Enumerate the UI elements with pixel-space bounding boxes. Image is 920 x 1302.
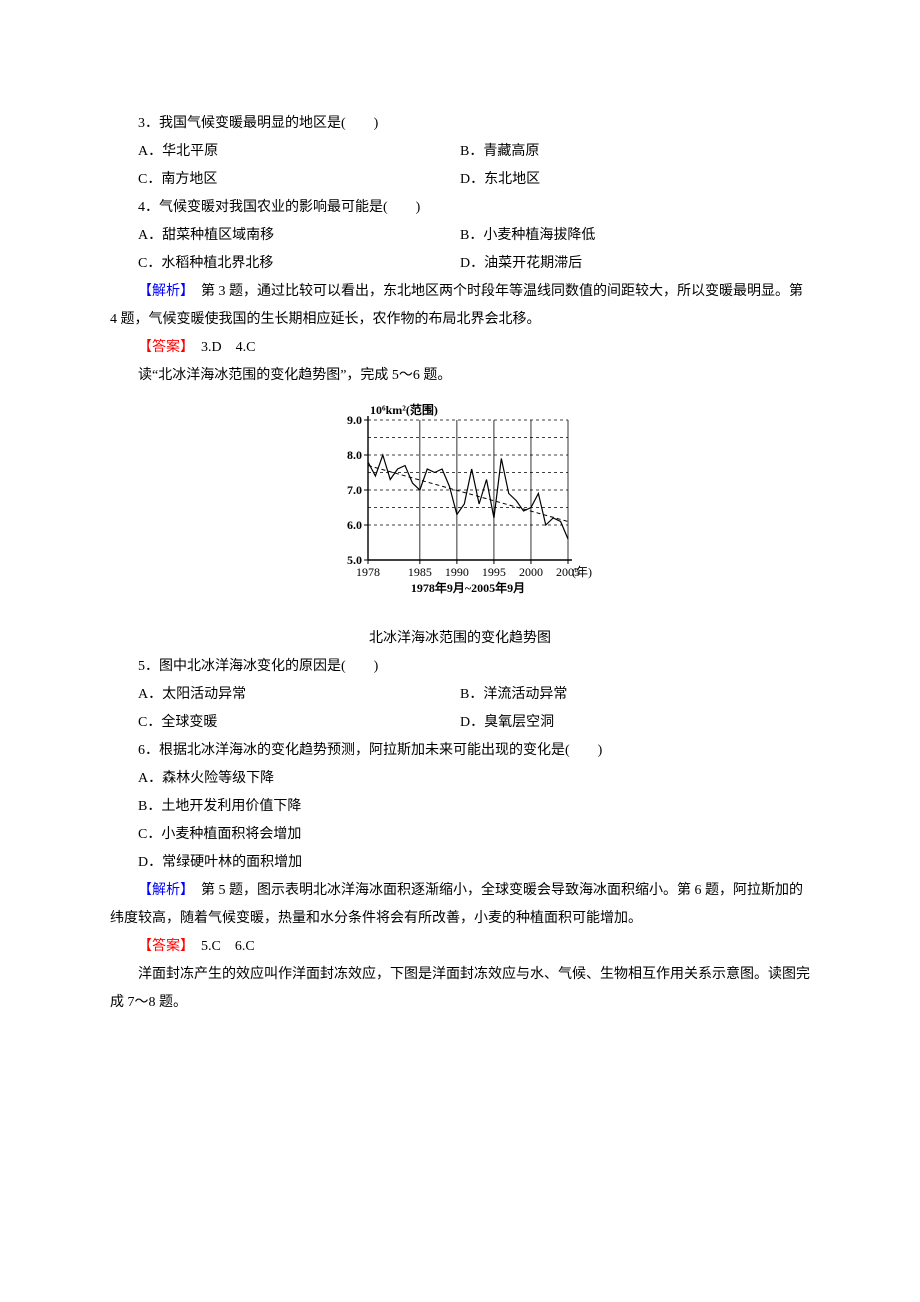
q4-opt-b: B．小麦种植海拔降低	[460, 222, 810, 250]
q5-opt-c: C．全球变暖	[110, 709, 460, 737]
lead-7-8: 洋面封冻产生的效应叫作洋面封冻效应，下图是洋面封冻效应与水、气候、生物相互作用关…	[110, 961, 810, 1017]
sea-ice-chart-svg: 5.06.07.08.09.01978198519901995200020051…	[310, 400, 610, 610]
answer-label: 【答案】	[138, 340, 187, 355]
q3-stem: 3．我国气候变暖最明显的地区是( )	[110, 110, 810, 138]
q4-options-row1: A．甜菜种植区域南移 B．小麦种植海拔降低	[110, 222, 810, 250]
svg-text:(年): (年)	[572, 565, 592, 579]
svg-text:10⁶km²(范围): 10⁶km²(范围)	[370, 402, 438, 417]
svg-text:8.0: 8.0	[347, 448, 362, 462]
q4-stem: 4．气候变暖对我国农业的影响最可能是( )	[110, 194, 810, 222]
explanation-text: 第 3 题，通过比较可以看出，东北地区两个时段年等温线同数值的间距较大，所以变暖…	[110, 284, 803, 327]
svg-text:1978: 1978	[356, 565, 380, 579]
answer-5-6: 【答案】 5.C 6.C	[110, 933, 810, 961]
q5-options-row2: C．全球变暖 D．臭氧层空洞	[110, 709, 810, 737]
chart-caption: 北冰洋海冰范围的变化趋势图	[110, 625, 810, 653]
sea-ice-chart: 5.06.07.08.09.01978198519901995200020051…	[110, 400, 810, 621]
svg-text:9.0: 9.0	[347, 413, 362, 427]
explanation-5-6: 【解析】 第 5 题，图示表明北冰洋海冰面积逐渐缩小，全球变暖会导致海冰面积缩小…	[110, 877, 810, 933]
q3-opt-d: D．东北地区	[460, 166, 810, 194]
answer-text: 5.C 6.C	[187, 939, 255, 954]
q5-options-row1: A．太阳活动异常 B．洋流活动异常	[110, 681, 810, 709]
explanation-label: 【解析】	[138, 284, 187, 299]
explanation-label: 【解析】	[138, 883, 187, 898]
q5-stem: 5．图中北冰洋海冰变化的原因是( )	[110, 653, 810, 681]
q6-opt-b: B．土地开发利用价值下降	[110, 793, 810, 821]
svg-text:1995: 1995	[482, 565, 506, 579]
q4-opt-d: D．油菜开花期滞后	[460, 250, 810, 278]
q4-opt-c: C．水稻种植北界北移	[110, 250, 460, 278]
q6-opt-d: D．常绿硬叶林的面积增加	[110, 849, 810, 877]
q4-opt-a: A．甜菜种植区域南移	[110, 222, 460, 250]
q3-options-row1: A．华北平原 B．青藏高原	[110, 138, 810, 166]
answer-3-4: 【答案】 3.D 4.C	[110, 334, 810, 362]
lead-5-6: 读“北冰洋海冰范围的变化趋势图”，完成 5～6 题。	[110, 362, 810, 390]
svg-text:1978年9月~2005年9月: 1978年9月~2005年9月	[411, 580, 525, 595]
answer-label: 【答案】	[138, 939, 187, 954]
svg-text:6.0: 6.0	[347, 518, 362, 532]
q5-opt-b: B．洋流活动异常	[460, 681, 810, 709]
explanation-3-4: 【解析】 第 3 题，通过比较可以看出，东北地区两个时段年等温线同数值的间距较大…	[110, 278, 810, 334]
explanation-text: 第 5 题，图示表明北冰洋海冰面积逐渐缩小，全球变暖会导致海冰面积缩小。第 6 …	[110, 883, 803, 926]
q3-opt-b: B．青藏高原	[460, 138, 810, 166]
q6-opt-c: C．小麦种植面积将会增加	[110, 821, 810, 849]
svg-text:1990: 1990	[445, 565, 469, 579]
svg-text:7.0: 7.0	[347, 483, 362, 497]
q6-opt-a: A．森林火险等级下降	[110, 765, 810, 793]
answer-text: 3.D 4.C	[187, 340, 255, 355]
q3-options-row2: C．南方地区 D．东北地区	[110, 166, 810, 194]
q6-stem: 6．根据北冰洋海冰的变化趋势预测，阿拉斯加未来可能出现的变化是( )	[110, 737, 810, 765]
q3-opt-a: A．华北平原	[110, 138, 460, 166]
document-page: 3．我国气候变暖最明显的地区是( ) A．华北平原 B．青藏高原 C．南方地区 …	[0, 0, 920, 1302]
svg-text:2000: 2000	[519, 565, 543, 579]
svg-text:1985: 1985	[408, 565, 432, 579]
q5-opt-d: D．臭氧层空洞	[460, 709, 810, 737]
q3-opt-c: C．南方地区	[110, 166, 460, 194]
q4-options-row2: C．水稻种植北界北移 D．油菜开花期滞后	[110, 250, 810, 278]
q5-opt-a: A．太阳活动异常	[110, 681, 460, 709]
